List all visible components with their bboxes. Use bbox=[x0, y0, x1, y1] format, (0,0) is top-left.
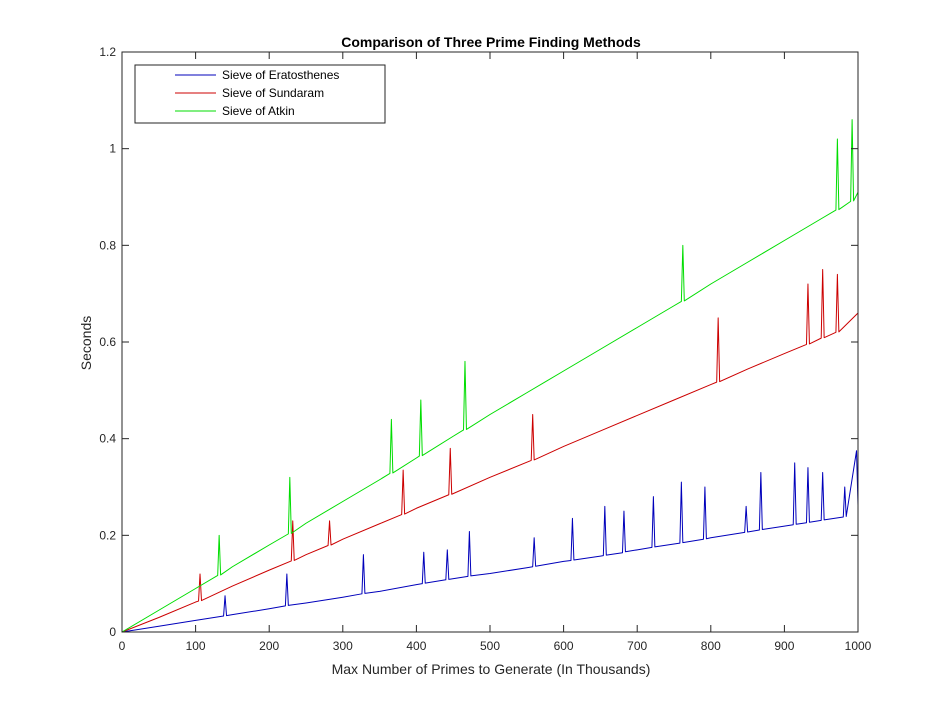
x-axis-label: Max Number of Primes to Generate (In Tho… bbox=[332, 661, 651, 677]
x-tick-label: 100 bbox=[186, 639, 206, 653]
x-tick-label: 700 bbox=[627, 639, 647, 653]
series-line-1 bbox=[121, 269, 859, 633]
x-tick-label: 500 bbox=[480, 639, 500, 653]
y-tick-label: 1 bbox=[109, 142, 116, 156]
y-tick-label: 0.6 bbox=[99, 335, 116, 349]
x-tick-label: 0 bbox=[119, 639, 126, 653]
legend-label-sundaram: Sieve of Sundaram bbox=[222, 86, 324, 100]
legend-label-eratosthenes: Sieve of Eratosthenes bbox=[222, 68, 339, 82]
x-tick-label: 300 bbox=[333, 639, 353, 653]
x-tick-label: 600 bbox=[554, 639, 574, 653]
ticks-layer: 0 100 200 300 400 500 600 700 800 900 1000 0 0.2 0.4 0… bbox=[99, 45, 871, 653]
x-tick-label: 200 bbox=[259, 639, 279, 653]
x-tick-label: 900 bbox=[774, 639, 794, 653]
x-tick-label: 800 bbox=[701, 639, 721, 653]
x-tick-label: 400 bbox=[406, 639, 426, 653]
y-tick-label: 0.2 bbox=[99, 528, 116, 542]
y-tick-label: 0 bbox=[109, 625, 116, 639]
series-line-0 bbox=[121, 450, 859, 633]
x-tick-label: 1000 bbox=[845, 639, 872, 653]
legend-label-atkin: Sieve of Atkin bbox=[222, 104, 295, 118]
y-tick-label: 0.4 bbox=[99, 432, 116, 446]
chart-title: Comparison of Three Prime Finding Method… bbox=[341, 34, 641, 50]
y-tick-label: 1.2 bbox=[99, 45, 116, 59]
legend: Sieve of Eratosthenes Sieve of Sundaram … bbox=[134, 64, 386, 124]
series-layer bbox=[121, 119, 859, 633]
y-tick-label: 0.8 bbox=[99, 238, 116, 252]
series-line-2 bbox=[121, 119, 859, 633]
y-axis-label: Seconds bbox=[78, 316, 94, 370]
